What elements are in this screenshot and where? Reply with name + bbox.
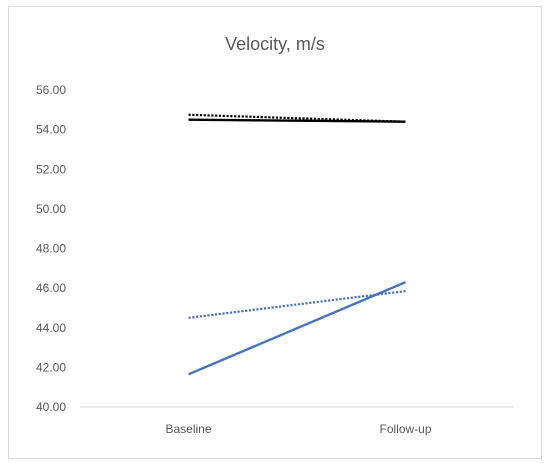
y-tick-label: 48.00 <box>36 242 66 256</box>
chart-title: Velocity, m/s <box>225 34 325 54</box>
y-tick-label: 46.00 <box>36 281 66 295</box>
x-tick-label: Follow-up <box>379 422 431 436</box>
series-lines <box>188 113 406 376</box>
series-line-1 <box>188 113 406 123</box>
y-tick-label: 40.00 <box>36 400 66 414</box>
x-axis-ticks: Baseline Follow-up <box>165 422 431 436</box>
y-axis-ticks: 40.00 42.00 44.00 46.00 48.00 50.00 52.00 54.00… <box>36 83 66 414</box>
y-tick-label: 54.00 <box>36 123 66 137</box>
y-tick-label: 52.00 <box>36 162 66 176</box>
y-tick-label: 44.00 <box>36 321 66 335</box>
x-tick-label: Baseline <box>165 422 211 436</box>
y-tick-label: 42.00 <box>36 360 66 374</box>
y-tick-label: 50.00 <box>36 202 66 216</box>
series-line-4 <box>188 281 406 376</box>
y-tick-label: 56.00 <box>36 83 66 97</box>
series-line-2 <box>188 118 406 123</box>
chart-frame <box>8 6 542 459</box>
